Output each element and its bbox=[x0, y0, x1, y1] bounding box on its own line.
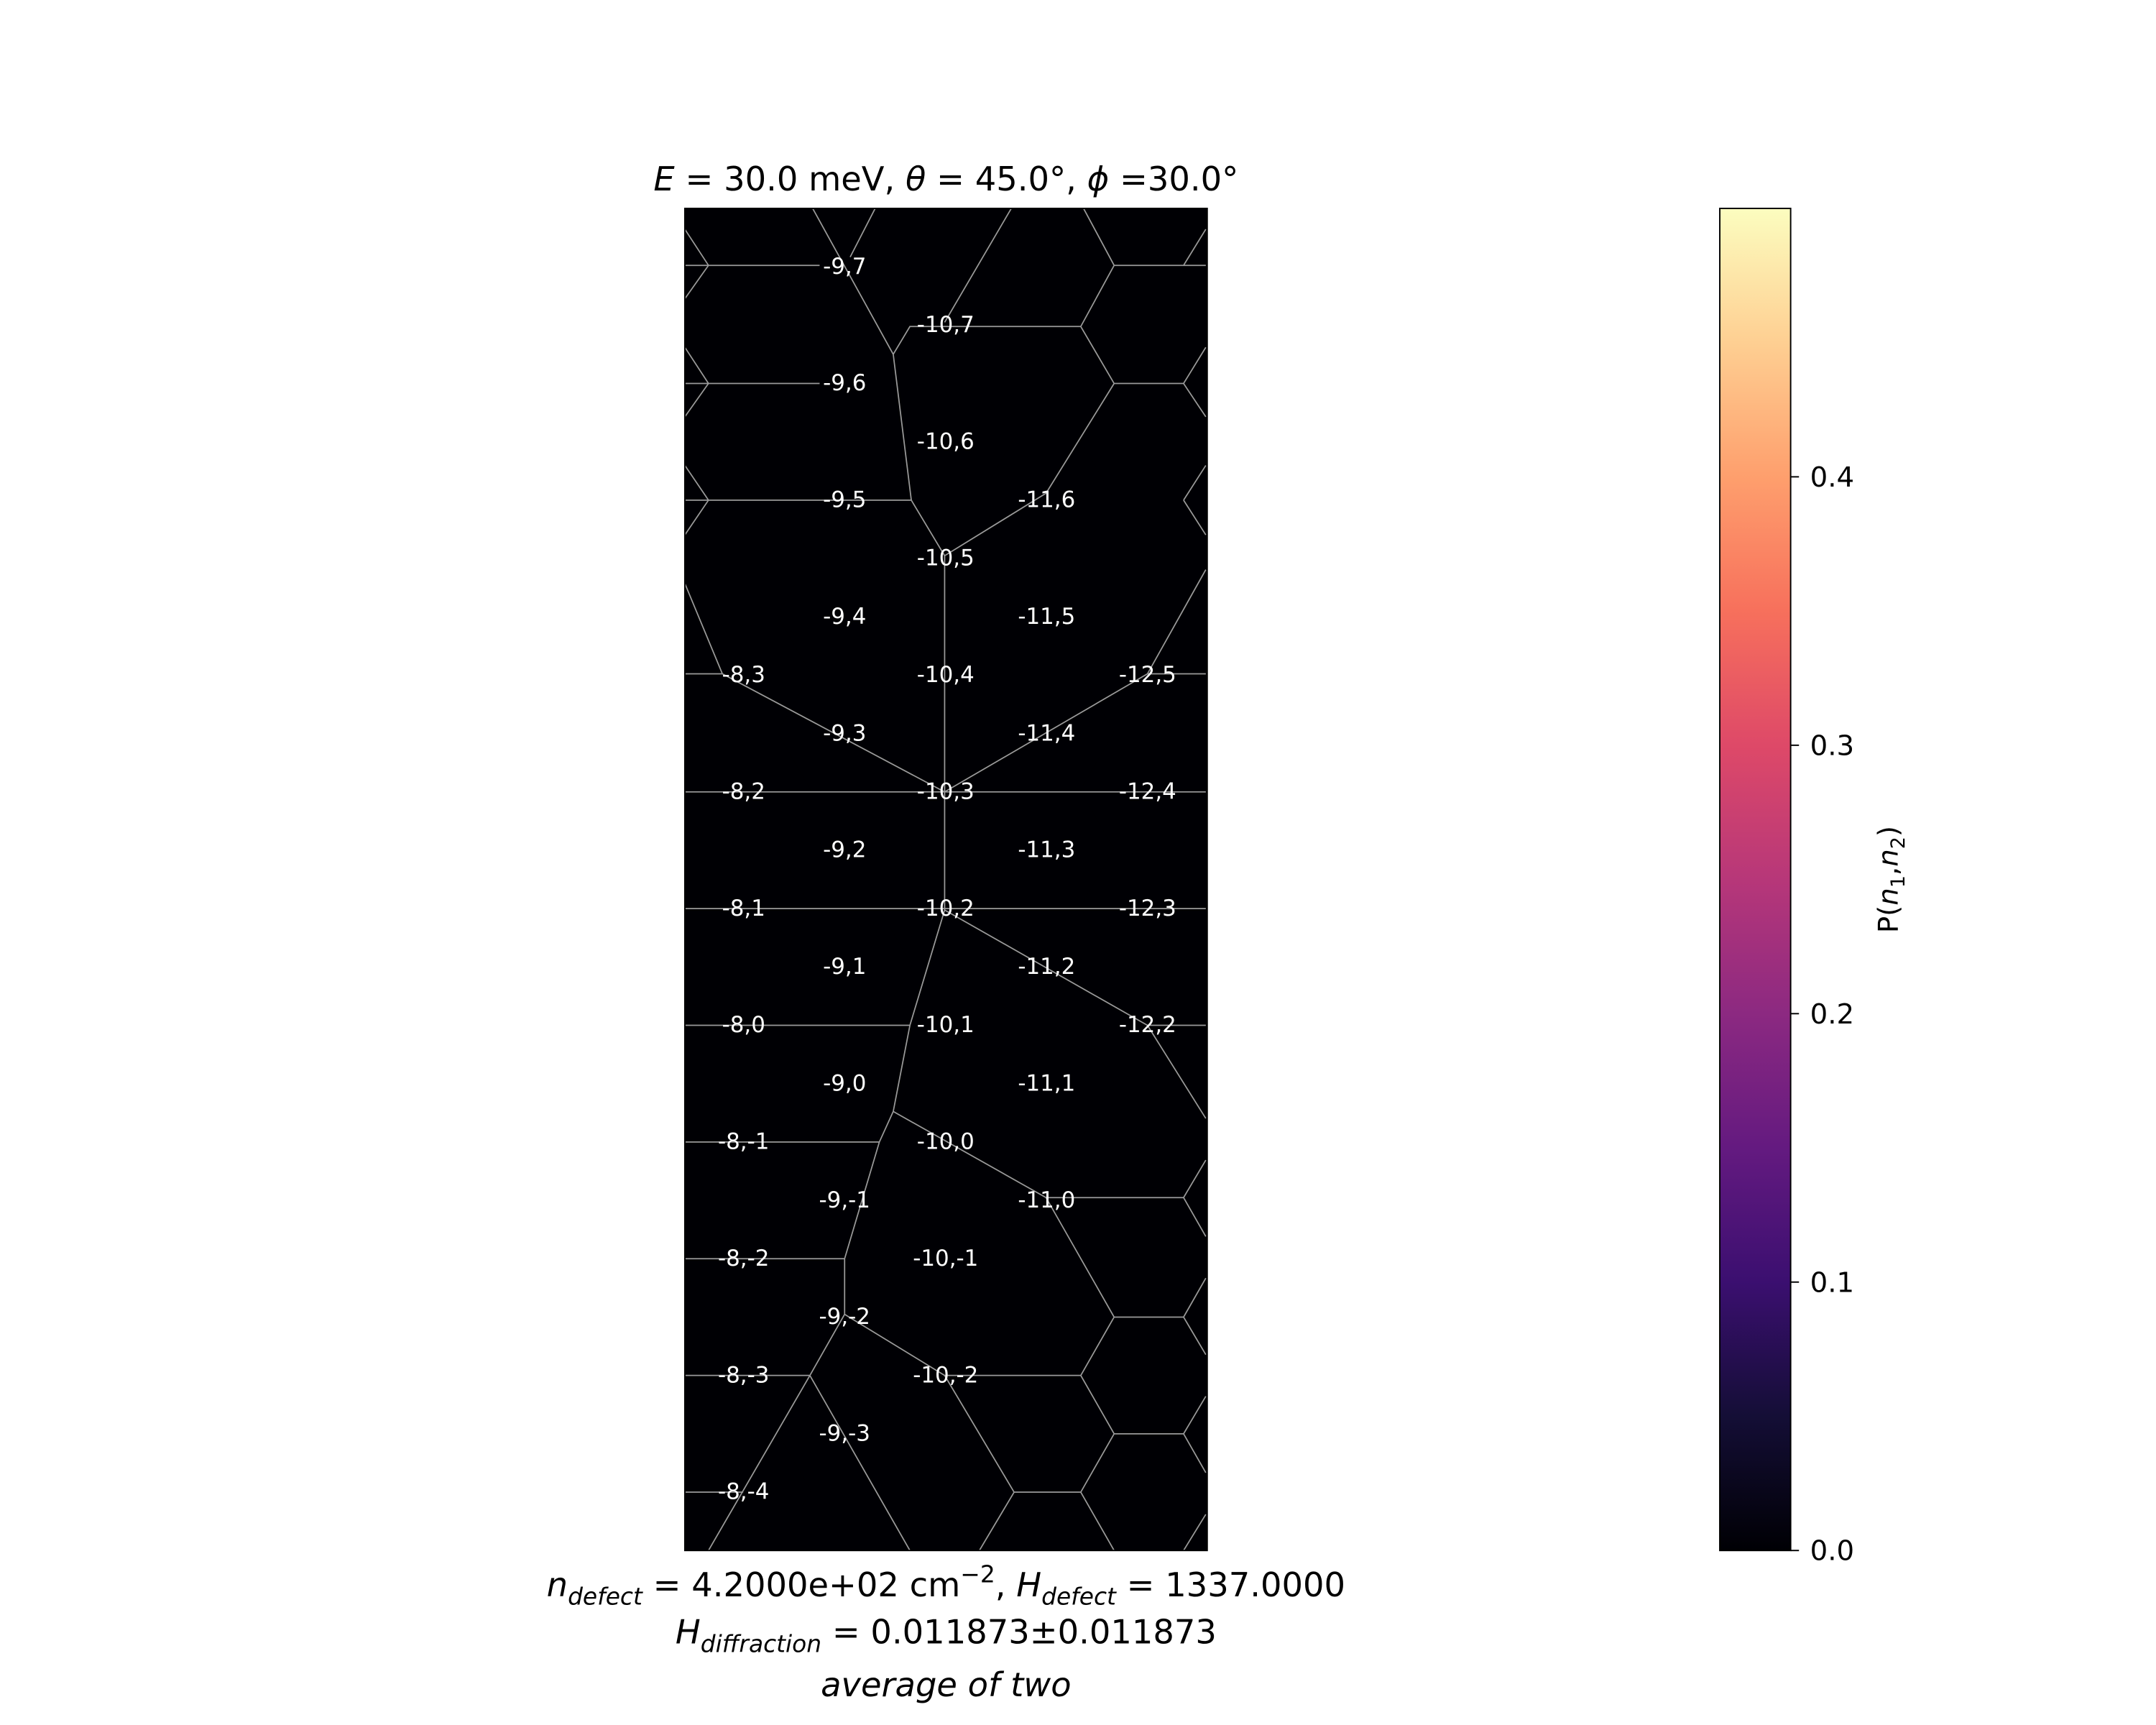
cell bbox=[979, 790, 1115, 908]
cell-edges bbox=[684, 208, 1207, 1551]
cell-label: -11,5 bbox=[1018, 604, 1075, 630]
cell bbox=[684, 732, 811, 850]
cell-label: -9,2 bbox=[823, 837, 866, 863]
footer-line: ndefect = 4.2000e+02 cm−2, Hdefect = 133… bbox=[547, 1560, 1345, 1611]
colorbar-tick-label: 0.0 bbox=[1810, 1535, 1854, 1568]
cell bbox=[777, 1140, 913, 1258]
cell-label: -9,3 bbox=[823, 720, 866, 746]
cell bbox=[1080, 615, 1207, 732]
cell bbox=[777, 907, 913, 1024]
cell-label: -8,0 bbox=[722, 1012, 765, 1038]
cell-label: -9,-3 bbox=[819, 1421, 870, 1447]
cell bbox=[684, 615, 811, 732]
cell bbox=[684, 965, 811, 1082]
cell-label: -11,0 bbox=[1018, 1187, 1075, 1213]
colorbar-tick-label: 0.2 bbox=[1810, 998, 1854, 1031]
cell bbox=[684, 1199, 811, 1316]
cell bbox=[878, 265, 1013, 382]
footer-line: average of two bbox=[821, 1665, 1072, 1704]
colorbar-tick-label: 0.3 bbox=[1810, 730, 1854, 762]
cell-label: -10,1 bbox=[917, 1012, 975, 1038]
cell-label: -8,3 bbox=[722, 662, 765, 688]
cell-labels: -9,7 -10,7 -9,6 -10,6 -9,5 -11,6 -10,5 -9,4 -11,… bbox=[718, 254, 1176, 1505]
cell-label: -11,6 bbox=[1018, 487, 1075, 513]
cell-label: -10,6 bbox=[917, 428, 975, 454]
axes-frame bbox=[683, 207, 1208, 1552]
cell bbox=[777, 1257, 913, 1374]
cell bbox=[878, 382, 1013, 499]
cell-label: -11,2 bbox=[1018, 954, 1075, 980]
cell bbox=[878, 615, 1013, 732]
cell-label: -12,4 bbox=[1119, 778, 1176, 804]
cell bbox=[1080, 849, 1207, 966]
colorbar-label: P(n1,n2) bbox=[1872, 826, 1909, 933]
cell bbox=[684, 1082, 811, 1200]
cell bbox=[979, 557, 1115, 674]
cell bbox=[979, 907, 1115, 1024]
cell-label: -10,0 bbox=[917, 1129, 975, 1155]
cell-label: -9,1 bbox=[823, 954, 866, 980]
cell-label: -10,-1 bbox=[913, 1246, 978, 1271]
cell-label: -10,2 bbox=[917, 896, 975, 921]
cell bbox=[684, 1432, 811, 1550]
cell bbox=[777, 673, 913, 791]
cell bbox=[979, 440, 1115, 558]
cell-label: -12,2 bbox=[1119, 1012, 1176, 1038]
cell bbox=[1080, 732, 1207, 850]
cell-label: -12,5 bbox=[1119, 662, 1176, 688]
cell-label: -9,0 bbox=[823, 1070, 866, 1096]
footer-line: Hdiffraction = 0.011873±0.011873 bbox=[676, 1613, 1217, 1658]
cell bbox=[979, 1024, 1115, 1141]
cell bbox=[1080, 965, 1207, 1082]
cell-label: -8,1 bbox=[722, 896, 765, 921]
colorbar-ticks: 0.0 0.1 0.2 0.3 0.4 bbox=[1790, 461, 1854, 1568]
colorbar bbox=[1719, 207, 1792, 1552]
cell-label: -11,4 bbox=[1018, 720, 1075, 746]
cell-label: -9,6 bbox=[823, 370, 866, 396]
cell bbox=[878, 965, 1013, 1082]
cell bbox=[777, 1024, 913, 1141]
cell-label: -10,4 bbox=[917, 662, 975, 688]
cell-label: -8,-4 bbox=[718, 1479, 769, 1505]
cell bbox=[684, 849, 811, 966]
cell-label: -11,3 bbox=[1018, 837, 1075, 863]
cell-label: -10,5 bbox=[917, 546, 975, 571]
cell bbox=[777, 557, 913, 674]
cell-label: -8,-3 bbox=[718, 1362, 769, 1388]
cell-label: -9,7 bbox=[823, 254, 866, 280]
cell-label: -9,-1 bbox=[819, 1187, 870, 1213]
cell-label: -11,1 bbox=[1018, 1070, 1075, 1096]
cell bbox=[878, 1315, 1013, 1432]
cell-label: -8,-1 bbox=[718, 1129, 769, 1155]
cell bbox=[878, 849, 1013, 966]
cells bbox=[684, 208, 1207, 1550]
cell bbox=[777, 440, 913, 558]
colorbar-tick-label: 0.4 bbox=[1810, 461, 1854, 494]
cell-label: -9,4 bbox=[823, 604, 866, 630]
cell bbox=[777, 1374, 913, 1491]
cell-label: -9,5 bbox=[823, 487, 866, 513]
cell bbox=[777, 323, 913, 441]
cell-label: -12,3 bbox=[1119, 896, 1176, 921]
colorbar-tick-label: 0.1 bbox=[1810, 1266, 1854, 1299]
cell-label: -10,-2 bbox=[913, 1362, 978, 1388]
cell-label: -9,-2 bbox=[819, 1304, 870, 1330]
cell bbox=[878, 732, 1013, 850]
cell-label: -8,-2 bbox=[718, 1246, 769, 1271]
cell bbox=[878, 498, 1013, 616]
cell-label: -10,3 bbox=[917, 778, 975, 804]
cell-label: -8,2 bbox=[722, 778, 765, 804]
cell bbox=[777, 790, 913, 908]
chart-title: E = 30.0 meV, θ = 45.0°, ϕ =30.0° bbox=[653, 160, 1238, 198]
cell-label: -10,7 bbox=[917, 312, 975, 338]
cell bbox=[878, 1199, 1013, 1316]
cell bbox=[684, 1315, 811, 1432]
